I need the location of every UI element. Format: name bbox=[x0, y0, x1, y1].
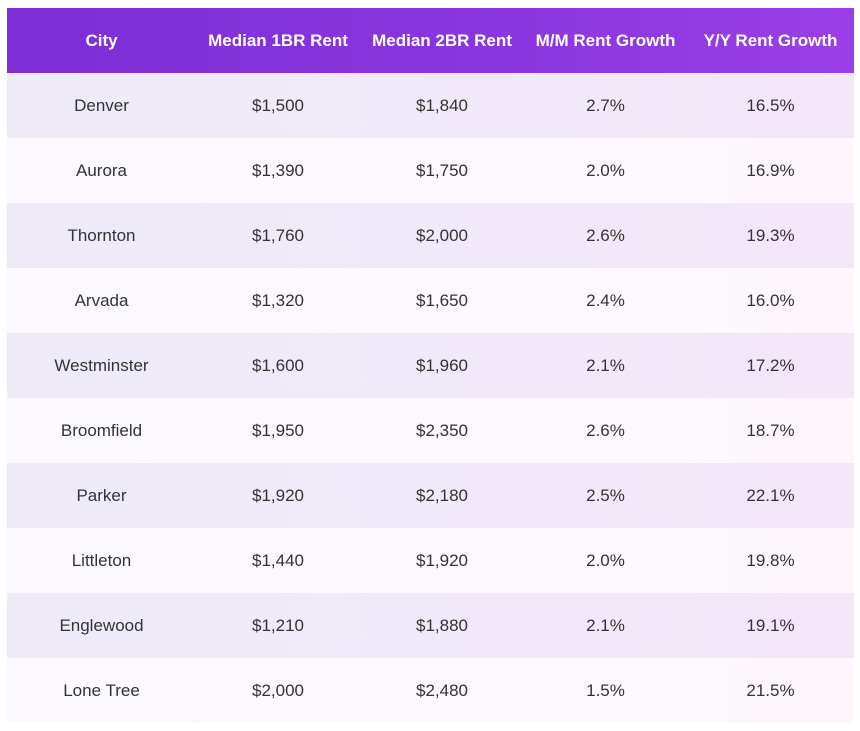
cell-median-2br-rent: $1,840 bbox=[416, 95, 468, 115]
header-row: City Median 1BR Rent Median 2BR Rent M/M… bbox=[7, 8, 854, 73]
table-row: Aurora $1,390 $1,750 2.0% 16.9% bbox=[7, 138, 854, 203]
cell-median-1br-rent: $1,500 bbox=[252, 95, 304, 115]
cell-yy-rent-growth: 22.1% bbox=[746, 485, 795, 505]
header-city: City bbox=[85, 30, 118, 50]
cell-yy-rent-growth: 17.2% bbox=[746, 355, 795, 375]
rent-table: City Median 1BR Rent Median 2BR Rent M/M… bbox=[7, 8, 854, 723]
table-row: Littleton $1,440 $1,920 2.0% 19.8% bbox=[7, 528, 854, 593]
cell-city: Thornton bbox=[67, 225, 136, 245]
cell-mm-rent-growth: 2.0% bbox=[586, 550, 625, 570]
cell-median-1br-rent: $1,210 bbox=[252, 615, 304, 635]
cell-city: Aurora bbox=[75, 160, 128, 180]
table-row: Arvada $1,320 $1,650 2.4% 16.0% bbox=[7, 268, 854, 333]
cell-yy-rent-growth: 19.3% bbox=[746, 225, 795, 245]
cell-city: Denver bbox=[74, 95, 129, 115]
header-yy-rent-growth: Y/Y Rent Growth bbox=[703, 30, 838, 50]
cell-yy-rent-growth: 19.1% bbox=[746, 615, 795, 635]
table-body: Denver $1,500 $1,840 2.7% 16.5% Aurora $… bbox=[7, 73, 854, 723]
cell-yy-rent-growth: 21.5% bbox=[746, 680, 795, 700]
cell-city: Lone Tree bbox=[63, 680, 140, 700]
header-median-1br-rent: Median 1BR Rent bbox=[208, 30, 348, 50]
cell-median-2br-rent: $1,880 bbox=[416, 615, 468, 635]
table-row: Englewood $1,210 $1,880 2.1% 19.1% bbox=[7, 593, 854, 658]
cell-median-1br-rent: $1,950 bbox=[252, 420, 304, 440]
rent-table-container: City Median 1BR Rent Median 2BR Rent M/M… bbox=[7, 8, 854, 723]
cell-mm-rent-growth: 2.1% bbox=[586, 615, 625, 635]
cell-mm-rent-growth: 2.4% bbox=[586, 290, 625, 310]
table-row: Denver $1,500 $1,840 2.7% 16.5% bbox=[7, 73, 854, 138]
cell-mm-rent-growth: 2.1% bbox=[586, 355, 625, 375]
cell-median-1br-rent: $2,000 bbox=[252, 680, 304, 700]
table-row: Parker $1,920 $2,180 2.5% 22.1% bbox=[7, 463, 854, 528]
cell-median-1br-rent: $1,600 bbox=[252, 355, 304, 375]
cell-median-2br-rent: $2,480 bbox=[416, 680, 468, 700]
cell-yy-rent-growth: 18.7% bbox=[746, 420, 795, 440]
cell-mm-rent-growth: 1.5% bbox=[586, 680, 625, 700]
cell-median-2br-rent: $1,650 bbox=[416, 290, 468, 310]
cell-mm-rent-growth: 2.6% bbox=[586, 225, 625, 245]
table-row: Westminster $1,600 $1,960 2.1% 17.2% bbox=[7, 333, 854, 398]
cell-mm-rent-growth: 2.6% bbox=[586, 420, 625, 440]
header-mm-rent-growth: M/M Rent Growth bbox=[535, 30, 676, 50]
cell-mm-rent-growth: 2.5% bbox=[586, 485, 625, 505]
cell-city: Parker bbox=[76, 485, 127, 505]
table-row: Thornton $1,760 $2,000 2.6% 19.3% bbox=[7, 203, 854, 268]
cell-city: Broomfield bbox=[60, 420, 143, 440]
cell-median-2br-rent: $1,960 bbox=[416, 355, 468, 375]
table-row: Lone Tree $2,000 $2,480 1.5% 21.5% bbox=[7, 658, 854, 723]
cell-city: Arvada bbox=[74, 290, 129, 310]
cell-yy-rent-growth: 16.5% bbox=[746, 95, 795, 115]
cell-median-1br-rent: $1,920 bbox=[252, 485, 304, 505]
cell-median-1br-rent: $1,760 bbox=[252, 225, 304, 245]
cell-city: Westminster bbox=[54, 355, 149, 375]
cell-median-1br-rent: $1,390 bbox=[252, 160, 304, 180]
table-row: Broomfield $1,950 $2,350 2.6% 18.7% bbox=[7, 398, 854, 463]
cell-median-2br-rent: $1,920 bbox=[416, 550, 468, 570]
cell-yy-rent-growth: 16.9% bbox=[746, 160, 795, 180]
cell-median-2br-rent: $2,000 bbox=[416, 225, 468, 245]
cell-median-2br-rent: $2,180 bbox=[416, 485, 468, 505]
cell-median-1br-rent: $1,320 bbox=[252, 290, 304, 310]
header-median-2br-rent: Median 2BR Rent bbox=[372, 30, 512, 50]
cell-mm-rent-growth: 2.0% bbox=[586, 160, 625, 180]
cell-yy-rent-growth: 16.0% bbox=[746, 290, 795, 310]
cell-city: Englewood bbox=[59, 615, 144, 635]
cell-yy-rent-growth: 19.8% bbox=[746, 550, 795, 570]
cell-median-2br-rent: $1,750 bbox=[416, 160, 468, 180]
cell-median-1br-rent: $1,440 bbox=[252, 550, 304, 570]
table-header: City Median 1BR Rent Median 2BR Rent M/M… bbox=[7, 8, 854, 73]
cell-median-2br-rent: $2,350 bbox=[416, 420, 468, 440]
cell-mm-rent-growth: 2.7% bbox=[586, 95, 625, 115]
cell-city: Littleton bbox=[71, 550, 132, 570]
